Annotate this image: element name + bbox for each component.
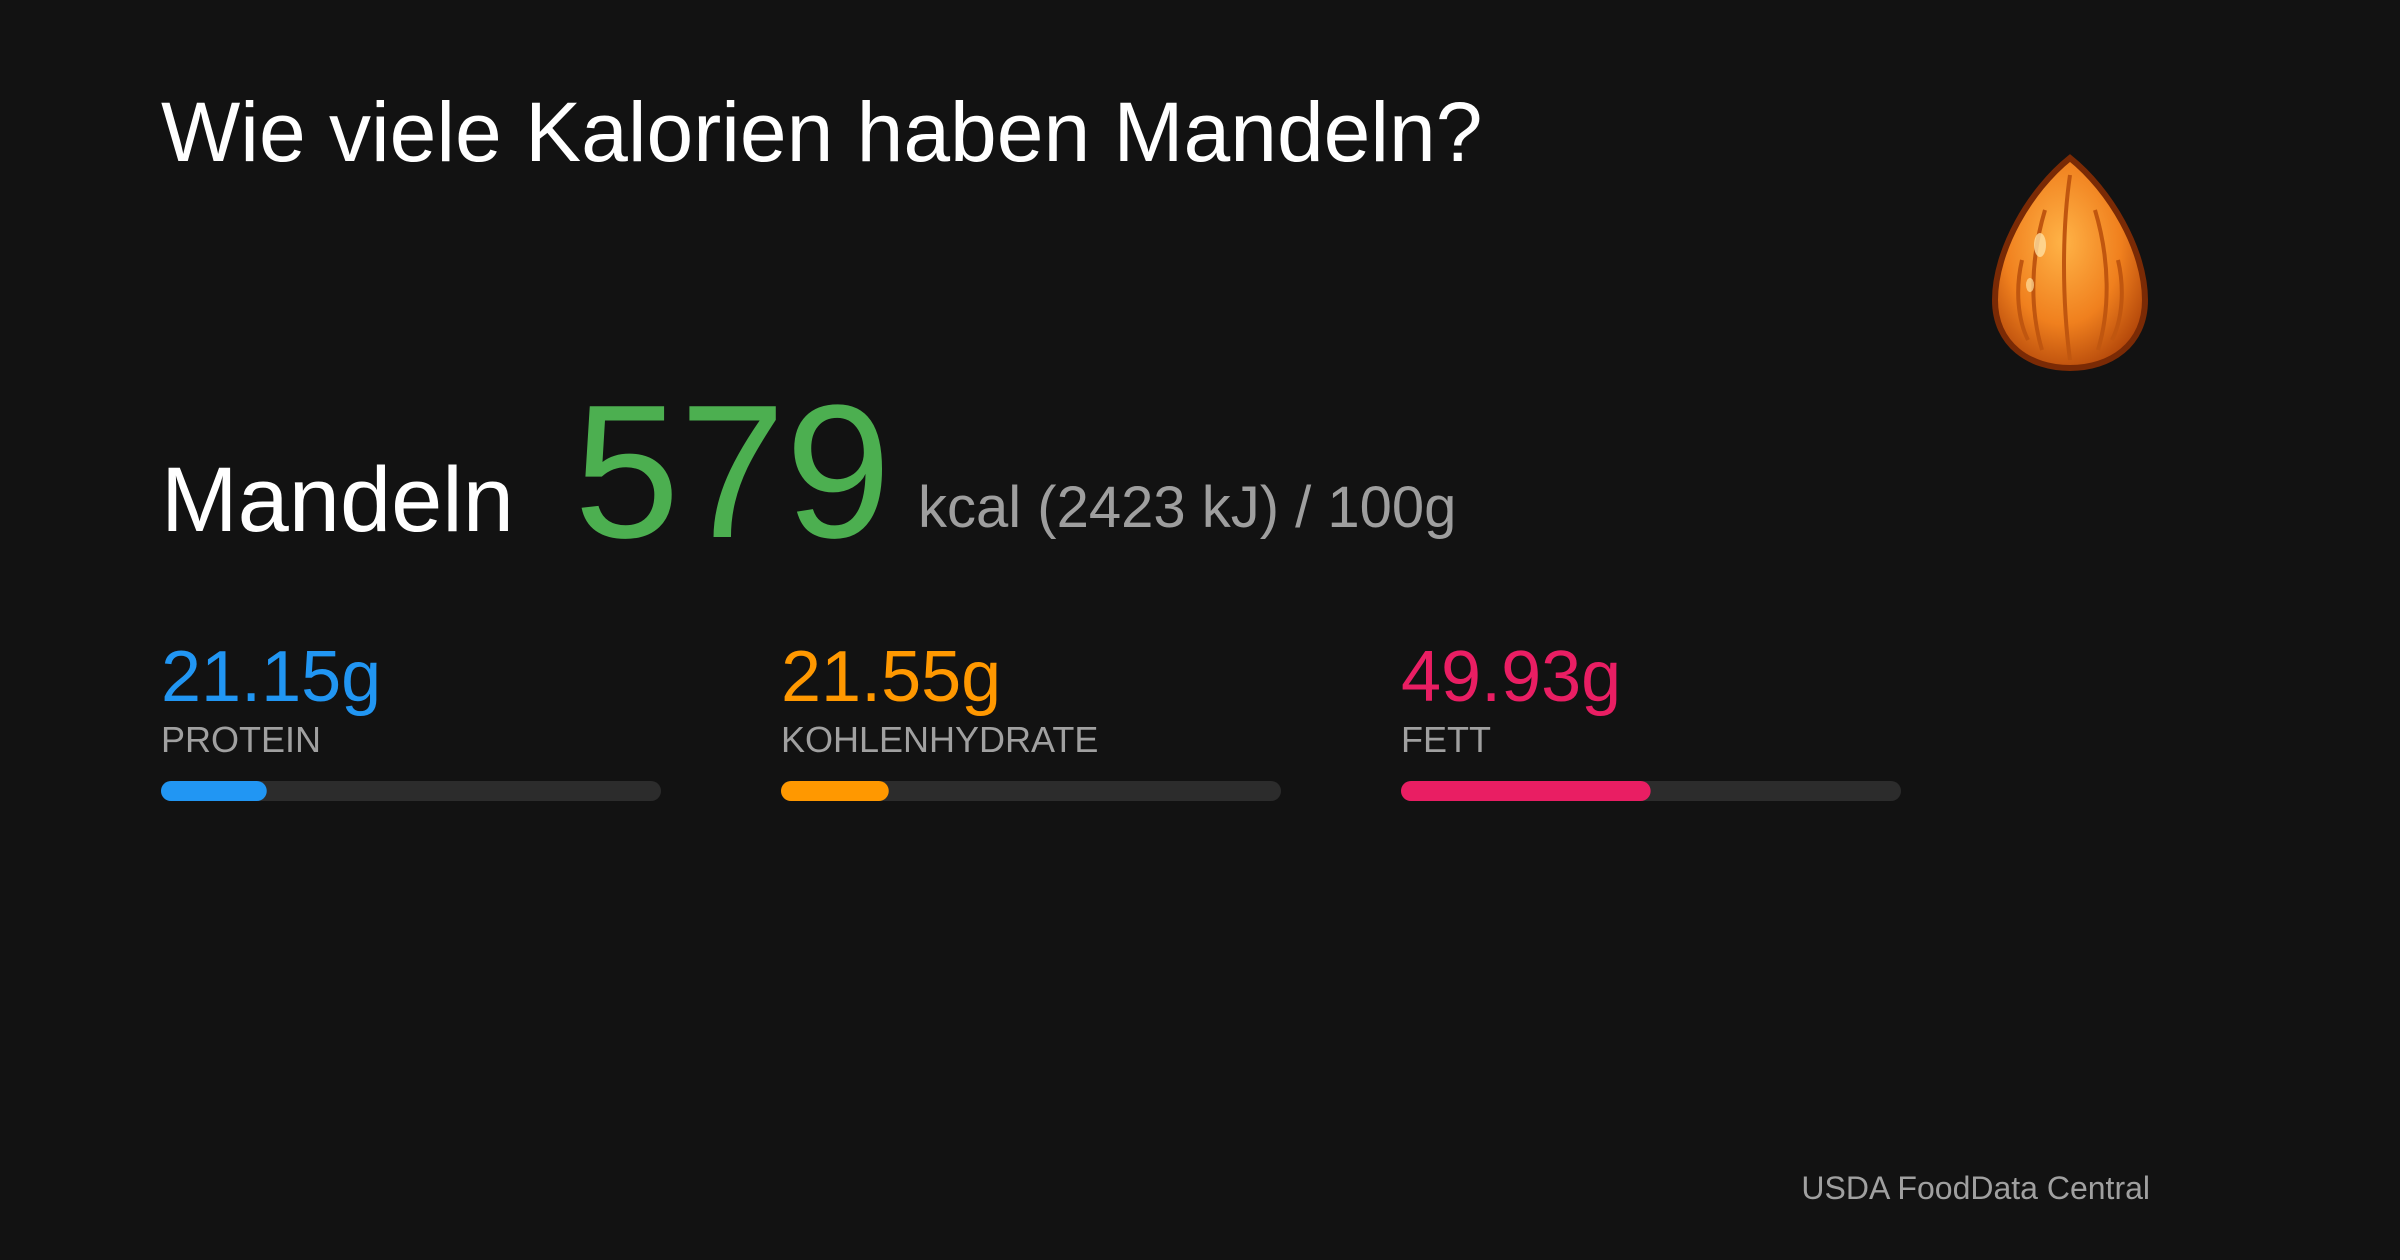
macro-name: PROTEIN	[161, 719, 321, 760]
title: Wie viele Kalorien haben Mandeln?	[161, 85, 1482, 179]
macro-name: KOHLENHYDRATE	[781, 719, 1098, 760]
macro-name: FETT	[1401, 719, 1491, 760]
kcal-unit: kcal (2423 kJ) / 100g	[918, 475, 1456, 540]
bar-track	[161, 781, 661, 801]
source: USDA FoodData Central	[1801, 1170, 2150, 1206]
macro-value: 21.55g	[781, 637, 1001, 717]
macro-value: 21.15g	[161, 637, 381, 717]
bar-fill	[1401, 781, 1651, 801]
macro-value: 49.93g	[1401, 637, 1621, 717]
bar-track	[781, 781, 1281, 801]
kcal-value: 579	[574, 366, 891, 578]
food-name: Mandeln	[161, 449, 514, 551]
bar-fill	[161, 781, 267, 801]
almond-icon	[1991, 154, 2149, 372]
bar-fill	[781, 781, 889, 801]
